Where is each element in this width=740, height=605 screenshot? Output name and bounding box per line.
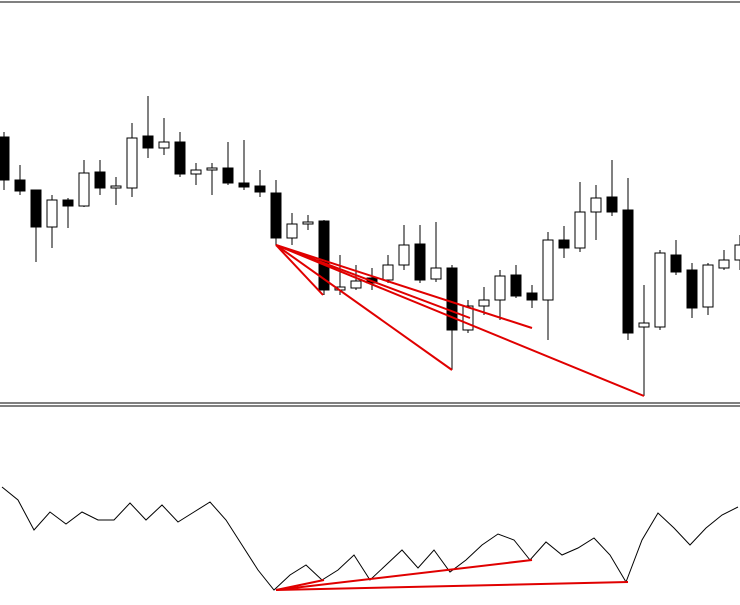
candle-body xyxy=(350,280,362,289)
candle-body xyxy=(158,141,170,149)
candle-body xyxy=(62,199,74,207)
candle-body xyxy=(654,252,666,328)
candle-body xyxy=(606,196,618,213)
candle-body xyxy=(126,137,138,189)
candle-body xyxy=(174,141,186,175)
marks xyxy=(0,96,740,591)
candle-body xyxy=(622,209,634,334)
divergence-line xyxy=(275,244,453,371)
candle-body xyxy=(46,199,58,228)
candle-body xyxy=(478,299,490,307)
divergence-line xyxy=(275,581,629,591)
divergence-line xyxy=(275,559,533,591)
divergence-line xyxy=(275,244,324,296)
candle-body xyxy=(398,244,410,266)
candle-body xyxy=(702,264,714,308)
candle-body xyxy=(110,185,122,189)
divergence-line xyxy=(275,244,471,319)
candle-body xyxy=(254,185,266,193)
candle-body xyxy=(446,267,458,331)
oscillator-line xyxy=(1,486,739,591)
candle-body xyxy=(318,220,330,291)
candle-body xyxy=(494,275,506,301)
candle-body xyxy=(270,192,282,239)
candle-body xyxy=(590,197,602,213)
candle-body xyxy=(190,169,202,175)
candle-body xyxy=(206,167,218,171)
candle-body xyxy=(382,264,394,281)
candle-body xyxy=(14,179,26,192)
candle-body xyxy=(94,171,106,189)
candle-body xyxy=(302,221,314,225)
divergence-line xyxy=(275,244,533,329)
candle-body xyxy=(414,243,426,281)
candle-body xyxy=(542,239,554,301)
candle-body xyxy=(430,267,442,280)
candle-body xyxy=(286,223,298,239)
divergence-lines xyxy=(275,244,645,591)
candle-body xyxy=(526,292,538,301)
candle-body xyxy=(0,136,10,181)
candle-body xyxy=(558,239,570,249)
candle-body xyxy=(574,211,586,249)
candle-body xyxy=(78,172,90,207)
candle-body xyxy=(734,244,740,261)
divergence-line xyxy=(275,244,645,397)
candle-body xyxy=(142,135,154,149)
candle-body xyxy=(222,167,234,184)
candle-body xyxy=(638,322,650,328)
candle-body xyxy=(238,182,250,188)
candle-body xyxy=(670,254,682,273)
candle-body xyxy=(510,274,522,297)
candle-body xyxy=(718,259,730,269)
candle-body xyxy=(30,189,42,228)
candle-body xyxy=(686,269,698,309)
